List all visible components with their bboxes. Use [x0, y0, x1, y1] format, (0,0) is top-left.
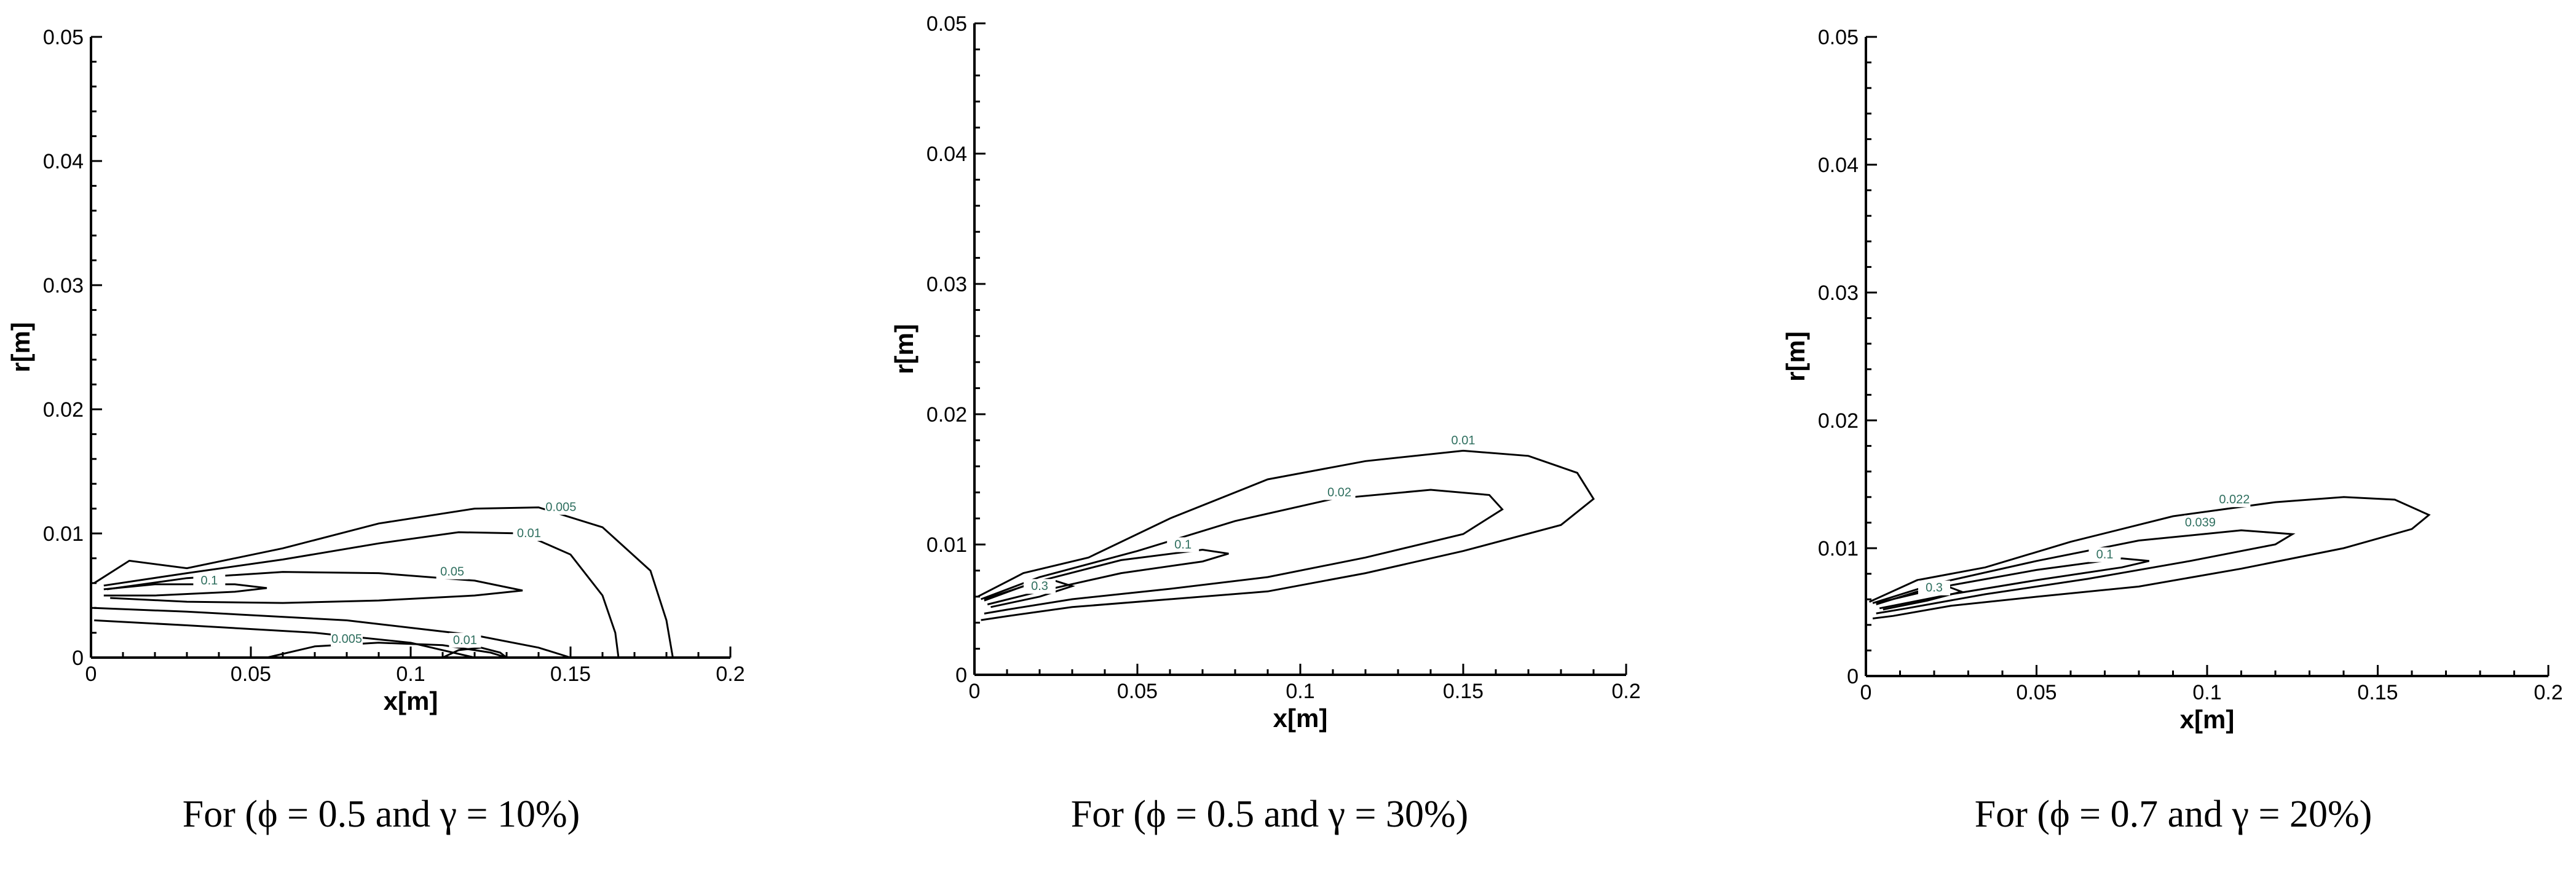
contour-label-background	[436, 564, 468, 580]
contour-line	[93, 506, 674, 658]
y-tick-label: 0.02	[926, 403, 967, 427]
contour-line	[103, 583, 267, 597]
contour-line	[266, 642, 507, 659]
contour-level-label: 0.01	[453, 634, 477, 647]
y-tick-label: 0	[1847, 665, 1859, 688]
contour-level-label: 0.05	[440, 565, 464, 579]
y-tick-label: 0.02	[43, 398, 84, 422]
x-tick-label: 0.1	[2192, 681, 2221, 704]
x-tick-label: 0.1	[1286, 680, 1314, 703]
contour-line	[981, 489, 1504, 615]
x-axis-title: x[m]	[1273, 704, 1328, 733]
x-tick-label: 0	[969, 680, 981, 703]
y-tick-label: 0.05	[926, 12, 967, 36]
contour-line	[1868, 496, 2431, 619]
contour-level-label: 0.1	[1174, 538, 1191, 551]
x-tick-label: 0	[85, 663, 97, 686]
y-tick-label: 0.03	[43, 274, 84, 297]
contour-label-background	[513, 526, 545, 541]
y-axis-title: r[m]	[890, 324, 919, 374]
y-tick-label: 0	[72, 647, 84, 670]
contour-level-label: 0.005	[331, 632, 362, 646]
panel-caption-phi-0.7-gamma-20: For (ϕ = 0.7 and γ = 20%)	[1974, 793, 2373, 835]
contour-label-background	[545, 500, 577, 515]
y-tick-label: 0.04	[43, 150, 84, 173]
y-axis-title: r[m]	[1781, 331, 1810, 382]
contour-line	[1872, 529, 2296, 615]
contour-label-background	[1918, 580, 1950, 596]
x-tick-label: 0.15	[1443, 680, 1484, 703]
contour-label-background	[331, 631, 363, 647]
contour-line	[984, 580, 1075, 608]
contour-label-background	[1323, 485, 1356, 500]
contour-level-label: 0.02	[1327, 486, 1351, 500]
contour-label-background	[2218, 492, 2251, 508]
x-tick-label: 0.2	[716, 663, 745, 686]
contour-level-label: 0.039	[2185, 516, 2216, 530]
contour-line	[1876, 585, 1965, 611]
contour-line	[94, 619, 475, 659]
contour-plot-phi-0.5-gamma-30: 0 0.05 0.1 0.15 0.2 0 0.01 0.02 0.03 0.04 0.05 x[m]…	[890, 12, 1641, 733]
x-tick-label: 0.15	[2357, 681, 2398, 704]
panel-caption-phi-0.5-gamma-10: For (ϕ = 0.5 and γ = 10%)	[182, 793, 580, 835]
y-tick-label: 0.04	[1818, 154, 1859, 177]
x-tick-label: 0.05	[231, 663, 271, 686]
contour-level-label: 0.3	[1031, 580, 1048, 593]
x-tick-label: 0.05	[2016, 681, 2056, 704]
y-tick-label: 0.02	[1818, 409, 1859, 433]
contour-level-label: 0.3	[1926, 581, 1943, 595]
contour-plot-phi-0.7-gamma-20: 0 0.05 0.1 0.15 0.2 0 0.01 0.02 0.03 0.04 0.05 x[m]…	[1781, 26, 2563, 734]
y-tick-label: 0.01	[43, 522, 84, 546]
x-tick-label: 0	[1860, 681, 1872, 704]
x-tick-label: 0.05	[1117, 680, 1158, 703]
contour-line	[106, 571, 523, 604]
y-tick-label: 0.05	[43, 26, 84, 49]
contour-label-background	[1447, 433, 1479, 448]
contour-line	[1876, 557, 2150, 610]
contour-level-label: 0.1	[200, 574, 218, 588]
x-tick-label: 0.1	[396, 663, 425, 686]
contour-line	[103, 531, 620, 658]
contour-level-label: 0.1	[2096, 548, 2114, 562]
contour-line	[94, 607, 571, 659]
y-tick-label: 0.05	[1818, 26, 1859, 49]
contour-level-label: 0.022	[2219, 493, 2250, 506]
contour-label-background	[449, 632, 481, 648]
contour-line	[977, 449, 1595, 621]
y-tick-label: 0.01	[926, 533, 967, 557]
y-tick-label: 0	[955, 664, 967, 687]
contour-label-background	[2088, 547, 2121, 562]
x-axis-title: x[m]	[384, 686, 438, 715]
contour-line	[442, 647, 507, 659]
x-tick-label: 0.15	[550, 663, 591, 686]
y-tick-label: 0.03	[1818, 281, 1859, 305]
contour-level-label: 0.01	[517, 527, 541, 540]
contour-level-label: 0.005	[545, 501, 576, 514]
x-tick-label: 0.2	[2534, 681, 2562, 704]
x-axis-title: x[m]	[2180, 705, 2235, 734]
y-tick-label: 0.04	[926, 143, 967, 166]
contour-plot-phi-0.5-gamma-10: 0 0.05 0.1 0.15 0.2 0 0.01 0.02 0.03 0.04 0.05 x[m]…	[6, 26, 745, 715]
contour-label-background	[1024, 579, 1056, 594]
panel-caption-phi-0.5-gamma-30: For (ϕ = 0.5 and γ = 30%)	[1070, 793, 1469, 835]
contour-label-background	[193, 573, 226, 588]
y-tick-label: 0.03	[926, 273, 967, 296]
y-axis-title: r[m]	[6, 322, 35, 372]
x-tick-label: 0.2	[1611, 680, 1640, 703]
contour-level-label: 0.01	[1452, 434, 1476, 447]
y-tick-label: 0.01	[1818, 537, 1859, 560]
contour-label-background	[2184, 515, 2216, 530]
contour-label-background	[1167, 537, 1199, 552]
